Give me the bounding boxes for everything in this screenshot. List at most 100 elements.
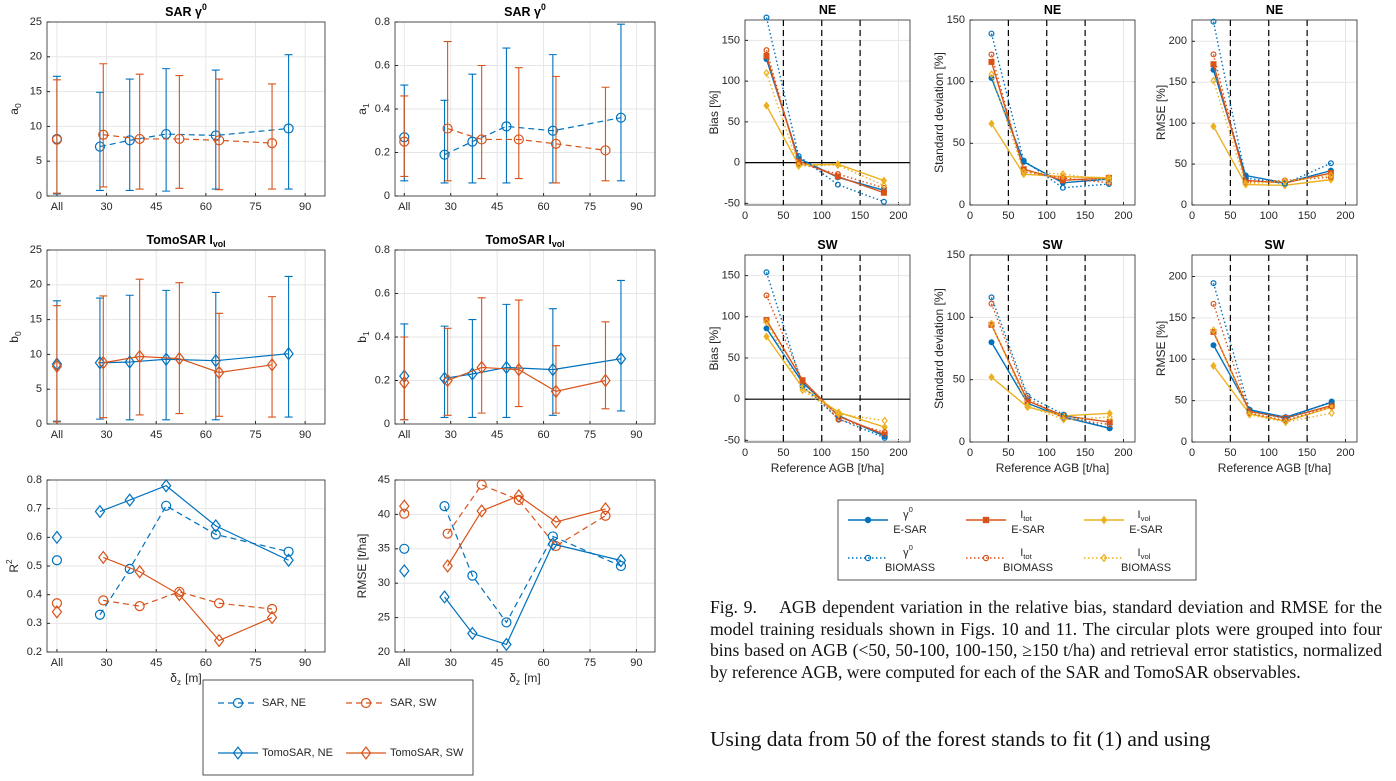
error-bar <box>551 345 560 414</box>
series-line <box>765 272 885 439</box>
marker <box>51 605 63 619</box>
legend-label-text: γ <box>903 547 909 559</box>
axes-frame <box>394 21 656 197</box>
x-axis-label-tail: [m] <box>185 671 202 685</box>
x-tick-label: 200 <box>1114 447 1132 459</box>
error-bar <box>162 289 171 421</box>
y-axis-label: Bias [%] <box>707 326 721 370</box>
x-tick-label: 100 <box>1038 447 1056 459</box>
marker <box>467 570 478 581</box>
marker <box>600 145 611 156</box>
marker <box>988 51 995 58</box>
series-line <box>1212 344 1332 418</box>
y-tick-label: 0 <box>36 190 42 202</box>
marker <box>988 58 995 65</box>
marker <box>1328 403 1335 410</box>
marker <box>1210 51 1217 58</box>
x-tick-label: All <box>51 657 63 669</box>
series-line <box>990 324 1110 423</box>
series-line <box>990 323 1110 421</box>
marker <box>232 697 244 709</box>
marker <box>98 595 109 606</box>
caption-text: AGB dependent variation in the relative … <box>710 597 1383 682</box>
marker <box>476 134 487 145</box>
marker <box>615 351 627 366</box>
x-tick-label: 50 <box>1002 210 1014 222</box>
marker <box>266 610 278 625</box>
error-bar <box>135 73 144 190</box>
y-axis-label-text: Standard deviation [%] <box>932 288 946 409</box>
x-tick-label: All <box>398 201 410 213</box>
error-bar <box>477 64 486 180</box>
legend-label: γ0 <box>903 505 913 521</box>
y-axis-label: RMSE [t/ha] <box>355 534 369 599</box>
marker <box>1106 412 1113 422</box>
panel-title: NE <box>819 3 836 17</box>
error-bar <box>616 279 625 412</box>
x-tick-label: 150 <box>1298 447 1316 459</box>
marker <box>880 184 887 191</box>
marker <box>799 385 806 395</box>
x-tick-label: 90 <box>299 429 311 441</box>
marker <box>399 508 410 519</box>
y-tick-label: 15 <box>30 314 42 326</box>
x-tick-label: 50 <box>777 447 789 459</box>
series-line <box>444 543 622 646</box>
marker <box>834 160 842 170</box>
x-tick-label: 90 <box>630 201 642 213</box>
marker <box>795 161 802 170</box>
series-line <box>99 127 289 148</box>
marker <box>880 181 888 190</box>
marker <box>1106 421 1113 428</box>
x-axis-label: Reference AGB [t/ha] <box>996 461 1109 475</box>
x-tick-label: 75 <box>249 657 261 669</box>
legend-label-text: I <box>1138 509 1141 521</box>
y-axis-label: Bias [%] <box>707 90 721 134</box>
marker <box>283 553 294 568</box>
error-bar <box>175 282 184 415</box>
x-axis-label: δz [m] <box>509 671 541 687</box>
plot-area <box>47 22 325 196</box>
x-tick-label: 75 <box>584 201 596 213</box>
y-tick-label: 20 <box>378 646 390 658</box>
marker <box>266 603 278 615</box>
y-axis-label: RMSE [%] <box>1154 85 1168 140</box>
y-tick-label: 150 <box>1169 312 1187 324</box>
marker <box>1024 395 1031 402</box>
panel-title: TomoSAR Ivol <box>485 233 564 249</box>
y-tick-label: 100 <box>947 311 965 323</box>
legend-label: TomoSAR, NE <box>262 747 333 759</box>
marker <box>600 510 611 521</box>
series-line <box>990 297 1110 429</box>
marker <box>1210 326 1217 335</box>
y-tick-label: 20 <box>30 279 42 291</box>
y-tick-label: 5 <box>36 383 42 395</box>
legend-label-sub: vol <box>1141 552 1151 561</box>
marker <box>476 360 487 375</box>
y-tick-label: 0 <box>734 393 740 405</box>
x-tick-label: 45 <box>150 429 162 441</box>
y-axis-label-sub: 0 <box>13 103 23 108</box>
x-tick-label: All <box>398 429 410 441</box>
x-tick-label: 200 <box>889 210 907 222</box>
panel-title: NE <box>1266 3 1283 17</box>
y-tick-label: 0.6 <box>375 287 390 299</box>
marker <box>1060 415 1067 424</box>
panel-title-text: TomoSAR I <box>146 233 212 247</box>
marker <box>439 590 450 604</box>
marker <box>547 125 558 136</box>
y-tick-label: 150 <box>722 270 740 282</box>
y-axis-label-sup: 2 <box>4 559 14 564</box>
marker <box>266 358 278 372</box>
axes-frame <box>744 254 911 443</box>
panel-title-sub: vol <box>213 239 226 249</box>
panel-title: SW <box>817 238 837 252</box>
y-tick-label: 0.8 <box>375 16 390 28</box>
marker <box>210 529 221 540</box>
x-tick-label: 75 <box>584 657 596 669</box>
marker <box>615 553 627 568</box>
x-tick-label: 45 <box>150 201 162 213</box>
marker <box>51 134 63 145</box>
series-line <box>765 105 885 182</box>
